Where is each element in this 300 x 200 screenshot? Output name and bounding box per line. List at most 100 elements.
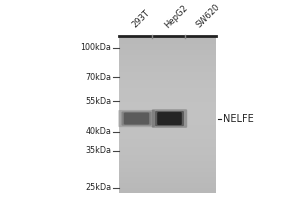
Bar (118, 75, 216, 77)
Text: 55kDa: 55kDa (85, 97, 111, 106)
Bar (118, 118, 216, 119)
Bar (118, 179, 216, 180)
Bar (118, 41, 216, 43)
Bar (118, 55, 216, 57)
Bar (118, 79, 216, 80)
Bar (118, 174, 216, 175)
Bar (118, 150, 216, 152)
Text: NELFE: NELFE (224, 114, 254, 124)
Bar (118, 107, 216, 108)
Bar (118, 139, 216, 141)
Bar (118, 133, 216, 135)
Bar (118, 161, 216, 163)
Bar (118, 44, 216, 46)
Bar (118, 110, 216, 111)
Bar (118, 141, 216, 143)
Bar (118, 166, 216, 168)
Text: 25kDa: 25kDa (85, 183, 111, 192)
Text: 100kDa: 100kDa (80, 43, 111, 52)
Bar (118, 177, 216, 179)
Bar (118, 102, 216, 104)
Bar (118, 158, 216, 160)
Bar (118, 52, 216, 54)
FancyBboxPatch shape (122, 111, 152, 126)
Bar (118, 104, 216, 105)
Bar (118, 191, 216, 193)
Bar (118, 97, 216, 99)
Bar (118, 69, 216, 71)
Bar (118, 136, 216, 138)
Bar (118, 186, 216, 188)
Bar (118, 111, 216, 113)
Bar (118, 144, 216, 146)
Bar (118, 88, 216, 89)
Bar (118, 85, 216, 86)
Bar (118, 91, 216, 93)
Bar (118, 94, 216, 96)
FancyBboxPatch shape (124, 113, 149, 125)
Bar (118, 149, 216, 150)
Bar (118, 57, 216, 58)
Bar (118, 160, 216, 161)
Bar (118, 72, 216, 74)
Bar (118, 63, 216, 64)
Bar (118, 171, 216, 172)
Bar (118, 146, 216, 147)
Bar (118, 180, 216, 182)
Bar (118, 83, 216, 85)
Text: SW620: SW620 (195, 3, 222, 30)
FancyBboxPatch shape (155, 111, 184, 126)
Bar (118, 50, 216, 52)
Text: 35kDa: 35kDa (85, 146, 111, 155)
Bar (118, 43, 216, 44)
Bar (118, 64, 216, 66)
Bar (118, 152, 216, 154)
Bar (118, 39, 216, 41)
Bar (118, 93, 216, 94)
Bar (118, 155, 216, 157)
Bar (118, 36, 216, 38)
Text: 40kDa: 40kDa (85, 127, 111, 136)
Bar (118, 74, 216, 75)
Bar (118, 54, 216, 55)
Bar (118, 172, 216, 174)
Bar (118, 82, 216, 83)
Bar (118, 58, 216, 60)
Bar (118, 113, 216, 114)
Bar (118, 66, 216, 68)
Bar (118, 71, 216, 72)
Text: HepG2: HepG2 (163, 3, 190, 30)
Bar (118, 143, 216, 144)
Bar (118, 154, 216, 155)
FancyBboxPatch shape (157, 112, 182, 125)
Bar (118, 77, 216, 79)
Bar (118, 68, 216, 69)
Bar (118, 89, 216, 91)
FancyBboxPatch shape (118, 110, 155, 127)
FancyBboxPatch shape (152, 109, 187, 128)
Bar (118, 175, 216, 177)
Bar (118, 189, 216, 191)
Bar (118, 105, 216, 107)
Bar (118, 49, 216, 50)
Bar (118, 182, 216, 183)
Bar (118, 164, 216, 166)
Bar (118, 163, 216, 164)
Bar (118, 169, 216, 171)
Bar (118, 188, 216, 189)
Bar (118, 47, 216, 49)
Bar (118, 108, 216, 110)
Bar (118, 80, 216, 82)
Bar (118, 100, 216, 102)
Bar (118, 99, 216, 100)
Text: 70kDa: 70kDa (85, 73, 111, 82)
Bar (118, 129, 216, 130)
Bar (118, 183, 216, 185)
Bar (118, 114, 216, 116)
Bar (118, 157, 216, 158)
Bar (118, 121, 216, 122)
Bar (118, 122, 216, 124)
Bar (118, 130, 216, 132)
Bar (118, 116, 216, 118)
Bar (118, 60, 216, 61)
